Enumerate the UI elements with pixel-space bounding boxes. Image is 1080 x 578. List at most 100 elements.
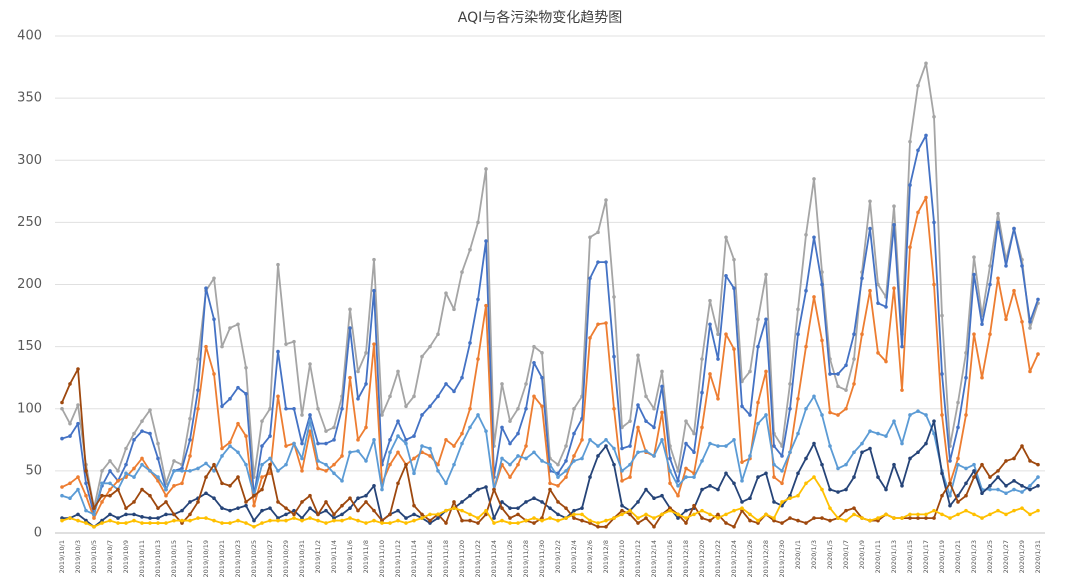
point (908, 245, 912, 250)
point (812, 394, 816, 399)
point (452, 462, 456, 467)
point (116, 487, 120, 492)
point (268, 406, 272, 411)
point (1036, 297, 1040, 302)
x-tick-label: 2020/1/31 (1034, 540, 1042, 573)
x-tick-label: 2019/12/16 (666, 540, 674, 577)
point (460, 508, 464, 513)
point (364, 493, 368, 498)
point (788, 450, 792, 455)
x-tick-label: 2020/1/13 (890, 540, 898, 573)
point (620, 508, 624, 513)
point (212, 496, 216, 501)
y-tick-label: 400 (17, 29, 42, 44)
x-tick-label: 2019/12/26 (746, 540, 754, 577)
point (156, 516, 160, 520)
point (244, 503, 248, 508)
point (180, 481, 184, 486)
point (500, 425, 504, 430)
point (76, 403, 80, 407)
point (300, 469, 304, 473)
point (868, 429, 872, 433)
point (844, 363, 848, 368)
point (836, 516, 840, 520)
point (860, 276, 864, 281)
x-tick-label: 2019/12/22 (714, 540, 722, 577)
point (884, 359, 888, 364)
point (60, 406, 64, 411)
point (172, 512, 176, 517)
point (740, 479, 744, 483)
point (588, 235, 592, 240)
point (532, 450, 536, 455)
x-tick-label: 2020/1/5 (826, 540, 834, 569)
point (276, 394, 280, 399)
point (324, 462, 328, 467)
x-tick-label: 2019/10/3 (74, 540, 82, 573)
point (956, 493, 960, 498)
point (812, 475, 816, 479)
point (508, 506, 512, 510)
point (180, 466, 184, 471)
point (348, 307, 352, 312)
x-tick-label: 2019/10/29 (282, 540, 290, 577)
point (1036, 483, 1040, 488)
point (548, 462, 552, 467)
point (300, 413, 304, 417)
point (500, 500, 504, 504)
point (708, 483, 712, 488)
point (132, 475, 136, 479)
x-tick-label: 2019/12/4 (570, 540, 578, 573)
point (916, 450, 920, 455)
point (476, 487, 480, 492)
point (324, 508, 328, 513)
point (780, 481, 784, 486)
point (796, 397, 800, 401)
point (204, 491, 208, 496)
point (1012, 479, 1016, 483)
point (164, 521, 168, 525)
point (204, 475, 208, 479)
point (972, 512, 976, 517)
point (244, 365, 248, 370)
point (332, 471, 336, 476)
point (396, 450, 400, 455)
point (348, 516, 352, 520)
point (732, 347, 736, 351)
point (284, 406, 288, 411)
point (444, 481, 448, 486)
x-tick-label: 2019/11/10 (378, 540, 386, 577)
point (868, 446, 872, 451)
point (436, 332, 440, 337)
point (84, 481, 88, 486)
point (76, 367, 80, 371)
point (164, 487, 168, 492)
x-tick-label: 2019/11/24 (490, 540, 498, 577)
point (236, 475, 240, 479)
point (332, 518, 336, 523)
point (692, 503, 696, 508)
point (420, 512, 424, 517)
point (364, 500, 368, 504)
point (500, 506, 504, 510)
point (404, 404, 408, 409)
point (228, 483, 232, 488)
point (980, 516, 984, 520)
point (284, 444, 288, 448)
point (700, 487, 704, 492)
point (940, 471, 944, 476)
point (100, 469, 104, 473)
point (620, 512, 624, 517)
point (412, 512, 416, 517)
point (676, 483, 680, 488)
point (636, 500, 640, 504)
point (628, 419, 632, 423)
x-tick-label: 2020/1/9 (858, 540, 866, 569)
point (212, 518, 216, 523)
point (436, 462, 440, 467)
point (412, 434, 416, 438)
x-tick-label: 2019/12/28 (762, 540, 770, 577)
point (796, 518, 800, 523)
point (660, 410, 664, 415)
point (596, 454, 600, 458)
